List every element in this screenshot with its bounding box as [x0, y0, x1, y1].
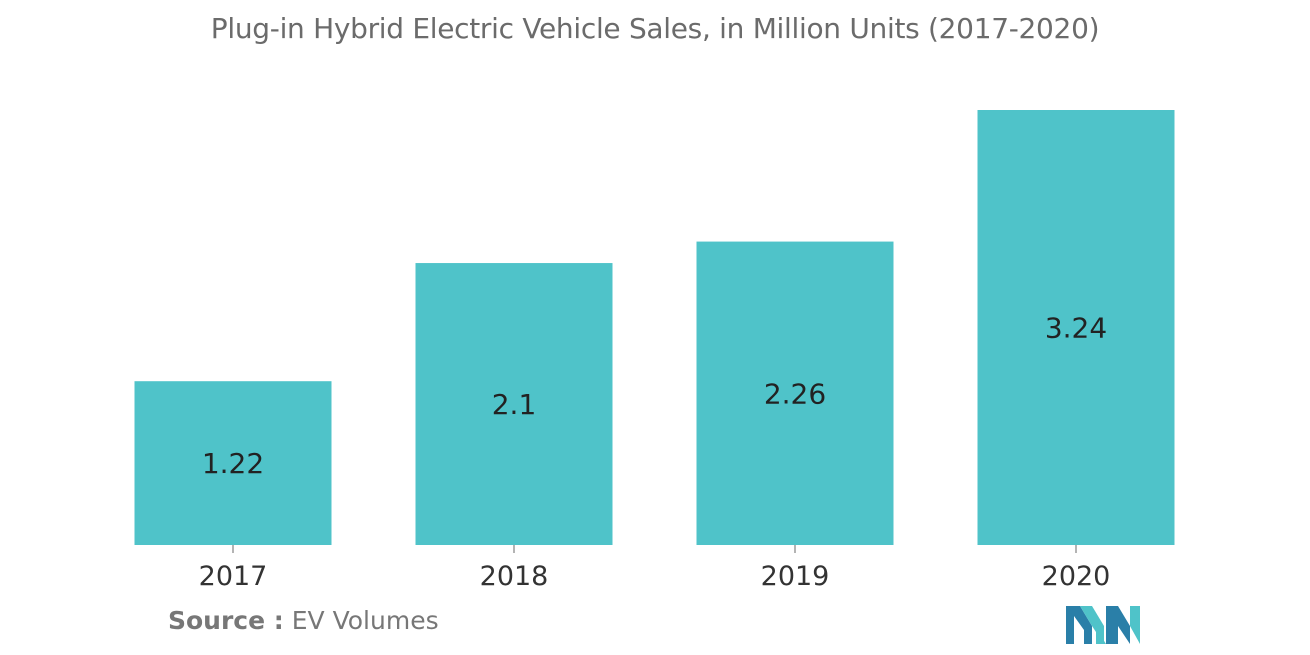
x-ticks-layer: 2017 2018 2019 2020 [199, 545, 1111, 592]
source-note: Source : EV Volumes [168, 606, 439, 635]
x-tick-label-2019: 2019 [761, 561, 830, 592]
bar-2020 [977, 110, 1175, 545]
source-label: Source : [168, 606, 284, 635]
bar-2018 [415, 263, 613, 545]
value-label-2018: 2.1 [492, 388, 537, 421]
bar-chart: 1.22 2.1 2.26 3.24 2017 2018 2019 2020 [134, 110, 1175, 592]
chart-title: Plug-in Hybrid Electric Vehicle Sales, i… [210, 12, 1100, 45]
x-tick-label-2017: 2017 [199, 561, 268, 592]
x-tick-label-2018: 2018 [480, 561, 549, 592]
x-tick-label-2020: 2020 [1042, 561, 1111, 592]
source-text: EV Volumes [291, 606, 439, 635]
bar-2017 [134, 381, 332, 545]
value-label-2019: 2.26 [764, 377, 826, 410]
bars-layer [134, 110, 1175, 545]
brand-logo-icon [1066, 606, 1140, 644]
value-label-2017: 1.22 [202, 447, 264, 480]
bar-2019 [696, 241, 894, 545]
value-label-2020: 3.24 [1045, 312, 1107, 345]
value-labels-layer: 1.22 2.1 2.26 3.24 [202, 312, 1107, 481]
